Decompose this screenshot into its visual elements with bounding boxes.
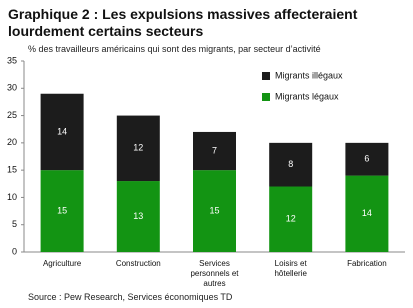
value-label: 7: [212, 145, 217, 155]
legend-swatch: [262, 93, 270, 101]
value-label: 8: [288, 159, 293, 169]
y-tick-label: 10: [7, 192, 17, 202]
y-tick-label: 30: [7, 83, 17, 93]
value-label: 12: [133, 143, 143, 153]
chart-title: Graphique 2 : Les expulsions massives af…: [8, 6, 358, 39]
value-label: 14: [57, 126, 67, 136]
bar-segment: [40, 170, 84, 252]
y-tick-label: 0: [12, 246, 17, 256]
bar-segment: [193, 170, 236, 252]
x-tick-label: Agriculture: [42, 259, 82, 268]
bar-segment: [345, 175, 389, 252]
x-tick-label: Construction: [115, 259, 161, 268]
value-label: 13: [133, 211, 143, 221]
x-tick-label: Fabrication: [347, 259, 387, 268]
value-label: 15: [57, 205, 67, 215]
legend-label: Migrants illégaux: [275, 70, 343, 80]
bar-segment: [40, 93, 84, 171]
y-tick-label: 15: [7, 165, 17, 175]
value-label: 12: [286, 214, 296, 224]
x-tick-label: Services personnels et autres: [190, 259, 239, 288]
bar-segment: [345, 142, 389, 176]
source: Source : Pew Research, Services économiq…: [28, 292, 233, 302]
value-label: 6: [364, 154, 369, 164]
x-tick-label: Loisirs et hôtellerie: [274, 259, 307, 278]
value-label: 15: [209, 205, 219, 215]
bar-segment: [269, 142, 313, 187]
y-tick-label: 35: [7, 55, 17, 65]
bar-segment: [269, 186, 313, 252]
subtitle: % des travailleurs américains qui sont d…: [28, 44, 321, 54]
bar-segment: [116, 115, 160, 182]
y-tick-label: 5: [12, 219, 17, 229]
value-label: 14: [362, 208, 372, 218]
legend-label: Migrants légaux: [275, 91, 339, 101]
y-tick-label: 20: [7, 137, 17, 147]
bar-segment: [116, 181, 160, 252]
y-tick-label: 25: [7, 110, 17, 120]
bar-segment: [193, 131, 236, 171]
legend-swatch: [262, 72, 270, 80]
